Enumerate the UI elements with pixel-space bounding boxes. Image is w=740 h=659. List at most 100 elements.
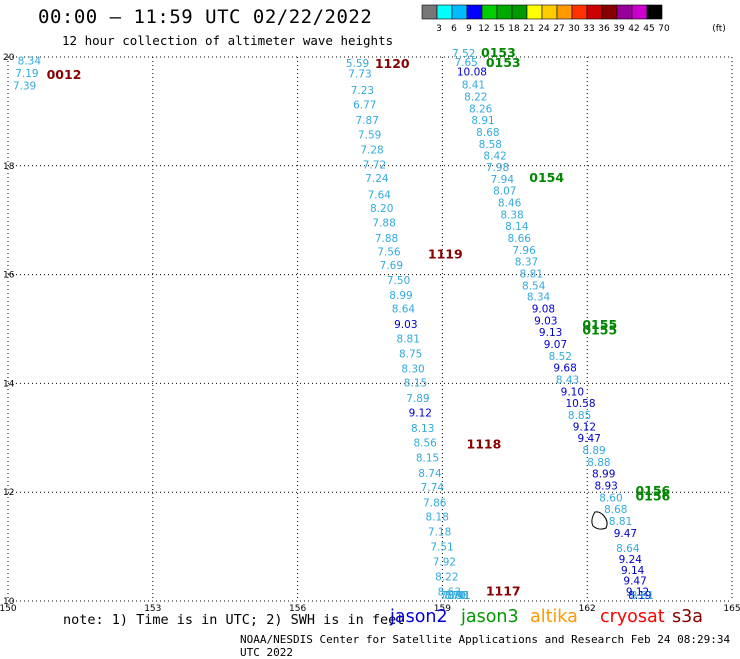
swh-value-label: 8.81 [397,334,420,346]
colorbar-tick-label: 18 [508,24,520,34]
swh-value-label: 8.89 [582,445,605,457]
swh-value-label: 8.68 [476,127,499,139]
swh-value-label: 7.23 [351,85,374,97]
x-tick-label: 156 [289,604,306,614]
colorbar-tick-label: 70 [658,24,670,34]
swh-value-label: 8.22 [464,92,487,104]
swh-value-label: 9.08 [532,304,555,316]
x-tick-label: 153 [144,604,161,614]
swh-value-label: 7.56 [377,247,401,259]
swh-value-label: 8.93 [594,480,617,492]
swh-value-label: 8.41 [447,590,470,602]
swh-value-label: 7.86 [423,497,447,509]
colorbar-tick-label: 30 [568,24,580,34]
island-outline [591,511,608,530]
swh-value-label: 8.34 [527,292,551,304]
pass-time-label: 0012 [47,67,82,82]
swh-value-label: 8.99 [592,469,615,481]
swh-value-label: 8.75 [399,348,422,360]
swh-value-label: 8.43 [556,374,579,386]
swh-value-label: 7.19 [15,68,38,80]
y-tick-label: 10 [3,597,15,607]
satellite-s3a-label: s3a [672,607,703,627]
swh-value-label: 8.63 [438,587,461,599]
swh-value-label: 7.70 [442,590,465,602]
swh-value-label: 10.58 [565,398,595,410]
swh-value-label: 8.54 [522,280,546,292]
colorbar-unit-label: (ft) [712,24,726,34]
swh-value-label: 7.52 [452,48,475,60]
swh-value-label: 8.68 [445,590,468,602]
swh-value-label: 7.79 [440,590,463,602]
colorbar-tick-label: 36 [598,24,610,34]
swh-value-label: 8.64 [616,543,640,555]
swh-value-label: 8.38 [500,210,523,222]
swh-value-label: 7.87 [356,115,379,127]
colorbar-swatch [646,4,663,20]
swh-value-label: 9.68 [553,362,576,374]
swh-value-label: 8.58 [479,139,502,151]
pass-time-label: 0153 [481,45,516,60]
swh-value-label: 7.51 [430,541,453,553]
credit-line: NOAA/NESDIS Center for Satellite Applica… [240,633,731,659]
swh-value-label: 8.85 [568,410,591,422]
swh-value-label: 8.74 [418,468,442,480]
swh-value-label: 8.81 [520,268,543,280]
chart-subtitle: 12 hour collection of altimeter wave hei… [62,33,394,48]
swh-value-label: 8.99 [389,290,412,302]
swh-value-label: 7.72 [363,160,386,172]
colorbar-tick-label: 45 [643,24,654,34]
swh-value-label: 9.12 [409,408,432,420]
swh-value-label: 8.20 [370,203,393,215]
swh-value-label: 8.15 [416,453,439,465]
y-tick-label: 18 [3,162,15,172]
colorbar-tick-label: 12 [478,24,489,34]
y-tick-label: 20 [3,53,15,63]
swh-value-label: 9.07 [544,339,567,351]
footer-note: note: 1) Time is in UTC; 2) SWH is in fe… [63,612,405,628]
swh-value-label: 7.94 [491,174,515,186]
x-tick-label: 165 [723,604,740,614]
x-tick-label: 159 [434,604,451,614]
swh-value-label: 7.92 [433,557,456,569]
swh-value-label: 8.42 [483,150,506,162]
swh-value-label: 8.60 [599,492,622,504]
colorbar-tick-label: 27 [553,24,564,34]
pass-time-label: 0156 [635,488,670,503]
swh-value-label: 8.91 [471,115,494,127]
swh-value-label: 7.96 [512,245,536,257]
swh-value-label: 7.89 [406,393,429,405]
swh-value-label: 9.47 [578,433,601,445]
swh-value-label: 8.37 [515,256,538,268]
pass-time-label: 1120 [375,56,410,71]
swh-value-label: 9.12 [573,422,596,434]
swh-value-label: 9.24 [619,554,643,566]
x-tick-label: 150 [0,604,17,614]
swh-value-label: 7.24 [365,173,389,185]
colorbar-tick-label: 21 [523,24,534,34]
swh-value-label: 7.39 [13,81,36,93]
swh-value-label: 7.88 [375,233,398,245]
swh-value-label: 8.26 [469,103,493,115]
satellite-altika-label: altika [530,607,578,627]
swh-value-label: 9.03 [534,316,557,328]
satellite-cryosat-label: cryosat [600,607,665,627]
swh-value-label: 8.41 [462,80,485,92]
swh-value-label: 8.66 [508,233,532,245]
swh-value-label: 8.52 [549,351,572,363]
swh-value-label: 8.19 [628,590,651,602]
swh-value-label: 7.64 [368,189,392,201]
colorbar-tick-label: 15 [493,24,504,34]
swh-value-label: 9.12 [626,587,649,599]
chart-title: 00:00 – 11:59 UTC 02/22/2022 [38,6,373,28]
swh-value-label: 7.18 [428,527,451,539]
colorbar-tick-label: 42 [628,24,639,34]
colorbar-tick-label: 39 [613,24,625,34]
colorbar-legend: 3 6 9 12 15 18 21 24 27 30 33 36 39 42 45 70 (ft) [421,4,726,34]
swh-value-label: 8.13 [411,423,434,435]
pass-time-label: 1119 [428,246,463,261]
x-tick-label: 162 [579,604,596,614]
swh-value-label: 7.65 [454,57,477,69]
swh-value-label: 8.22 [435,571,458,583]
